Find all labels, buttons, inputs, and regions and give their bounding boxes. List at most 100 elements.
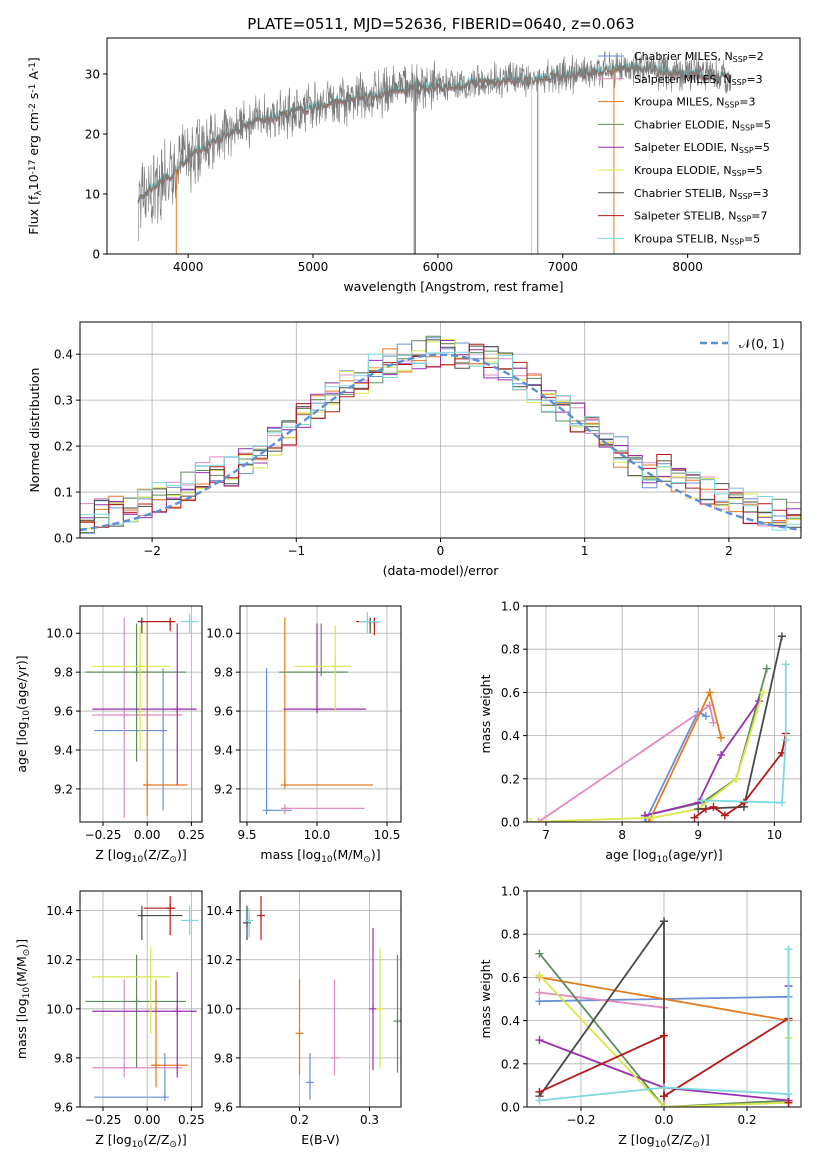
label-part: ] bbox=[26, 57, 41, 62]
weight-line-7 bbox=[693, 733, 787, 819]
mass_age-frame: 9.5 10.0 10.5 9.2 9.4 9.6 9.8 10.0 mass [log10(M… bbox=[206, 605, 402, 865]
legend-label-text: Salpeter MILES, N bbox=[634, 73, 732, 86]
data-point-8 bbox=[185, 617, 194, 626]
label-part: Normed distribution bbox=[27, 368, 42, 493]
label-part: E(B-V) bbox=[301, 1132, 340, 1147]
x-tick-label: 0.3 bbox=[360, 1113, 379, 1127]
weight-marker bbox=[709, 718, 718, 727]
spectrum-frame: 4000 5000 6000 7000 8000 0 10 20 30 wavelength [A… bbox=[26, 37, 801, 294]
Z_mass-plot bbox=[85, 895, 199, 1102]
data-point-3 bbox=[132, 997, 141, 1006]
data-point-7 bbox=[166, 617, 175, 626]
y-tick-label: 9.4 bbox=[214, 744, 233, 758]
data-point-2 bbox=[295, 1029, 304, 1038]
weight-marker bbox=[648, 813, 657, 822]
y-tick-label: 0.0 bbox=[54, 532, 73, 546]
y-tick-label: 10.0 bbox=[206, 1002, 233, 1016]
x-tick-label: 8 bbox=[618, 828, 626, 842]
age_weight-plot bbox=[527, 632, 790, 822]
x-tick-label: −2 bbox=[143, 544, 161, 558]
label-part: mass [log bbox=[14, 998, 29, 1059]
Z_age-axes bbox=[80, 606, 202, 822]
x-tick-label: 4000 bbox=[173, 260, 204, 274]
spectrum-spines bbox=[106, 37, 801, 255]
y-tick-label: 9.2 bbox=[54, 782, 73, 796]
weight-marker bbox=[535, 971, 544, 980]
data-point-1 bbox=[280, 804, 289, 813]
y-tick-label: 20 bbox=[85, 128, 100, 142]
label-part: ⊙ bbox=[169, 855, 177, 865]
mass_age-spines bbox=[239, 605, 402, 823]
legend-label-text: Chabrier STELIB, N bbox=[634, 187, 738, 200]
y-tick-label: 10 bbox=[85, 188, 100, 202]
y-tick-label: 10.2 bbox=[206, 953, 233, 967]
y-tick-label: 9.2 bbox=[214, 782, 233, 796]
weight-line-8 bbox=[539, 949, 790, 1102]
data-point-4 bbox=[173, 705, 182, 714]
legend-label-text: Kroupa STELIB, N bbox=[634, 232, 729, 245]
Z_weight-plot bbox=[535, 917, 793, 1107]
label-part: (data-model)/error bbox=[383, 563, 500, 578]
data-point-8 bbox=[245, 916, 254, 925]
label-part: )] bbox=[700, 1132, 710, 1147]
y-tick-label: 9.8 bbox=[214, 1051, 233, 1065]
normal-curve bbox=[80, 353, 801, 532]
y-axis-label: age [log10(age/yr)] bbox=[14, 655, 32, 772]
data-point-8 bbox=[363, 617, 372, 626]
weight-marker bbox=[777, 798, 786, 807]
ebv_mass-plot bbox=[243, 895, 401, 1100]
y-axis-label: mass weight bbox=[478, 959, 493, 1038]
label-part: (M/M bbox=[14, 956, 29, 987]
y-tick-label: 0.2 bbox=[54, 440, 73, 454]
weight-marker bbox=[784, 1098, 793, 1107]
x-tick-label: 8000 bbox=[672, 260, 703, 274]
label-part: A bbox=[26, 71, 41, 84]
label-part: mass weight bbox=[478, 959, 493, 1038]
weight-marker bbox=[781, 660, 790, 669]
histogram-8 bbox=[80, 351, 801, 531]
legend-nssp: =3 bbox=[752, 187, 768, 200]
y-tick-label: 9.6 bbox=[214, 705, 233, 719]
data-point-5 bbox=[376, 1004, 384, 1013]
label-part: (age/yr)] bbox=[668, 847, 723, 862]
legend-subscript: SSP bbox=[740, 124, 755, 133]
y-axis-label: Normed distribution bbox=[27, 368, 42, 493]
weight-marker bbox=[701, 805, 710, 814]
y-tick-label: 9.8 bbox=[54, 1051, 73, 1065]
Z_weight-frame: −0.2 0.0 0.2 0.0 0.2 0.4 0.6 0.8 1.0 Z [log10(Z/Z… bbox=[478, 885, 802, 1150]
label-part: 10 bbox=[132, 1140, 144, 1150]
label-part: )] bbox=[177, 1132, 187, 1147]
label-part: -17 bbox=[28, 160, 38, 175]
legend-label: Salpeter ELODIE, NSSP=5 bbox=[634, 141, 770, 155]
label-part: Flux [f bbox=[26, 195, 41, 235]
label-part: -1 bbox=[28, 62, 38, 71]
label-part: 10 bbox=[26, 174, 41, 190]
weight-line-6 bbox=[538, 918, 665, 1097]
x-tick-label: 9 bbox=[694, 828, 702, 842]
legend-label: Kroupa STELIB, NSSP=5 bbox=[634, 232, 760, 246]
weight-marker bbox=[660, 1083, 668, 1092]
legend-label-text: Salpeter ELODIE, N bbox=[634, 141, 739, 154]
Z_mass-spines bbox=[79, 890, 203, 1108]
label-part: 10 bbox=[22, 710, 32, 722]
y-tick-label: 10.0 bbox=[46, 1002, 73, 1016]
data-point-2 bbox=[280, 781, 289, 790]
data-point-1 bbox=[120, 1063, 129, 1072]
y-axis-label: mass [log10(M/M⊙)] bbox=[14, 939, 32, 1059]
data-point-2 bbox=[152, 1061, 161, 1070]
data-point-1 bbox=[120, 710, 129, 719]
label-part: Z [log bbox=[95, 1132, 131, 1147]
label-part: ⊙ bbox=[363, 855, 371, 865]
weight-marker bbox=[717, 733, 726, 742]
legend-nssp: =5 bbox=[744, 232, 760, 245]
label-part: -1 bbox=[28, 84, 38, 93]
y-tick-label: 30 bbox=[85, 68, 100, 82]
weight-marker bbox=[660, 917, 668, 926]
legend-label-text: Kroupa ELODIE, N bbox=[634, 164, 732, 177]
x-tick-label: 0.25 bbox=[178, 1113, 205, 1127]
ebv_mass-axes bbox=[240, 891, 401, 1108]
x-tick-label: 5000 bbox=[298, 260, 329, 274]
label-part: s bbox=[26, 93, 41, 104]
